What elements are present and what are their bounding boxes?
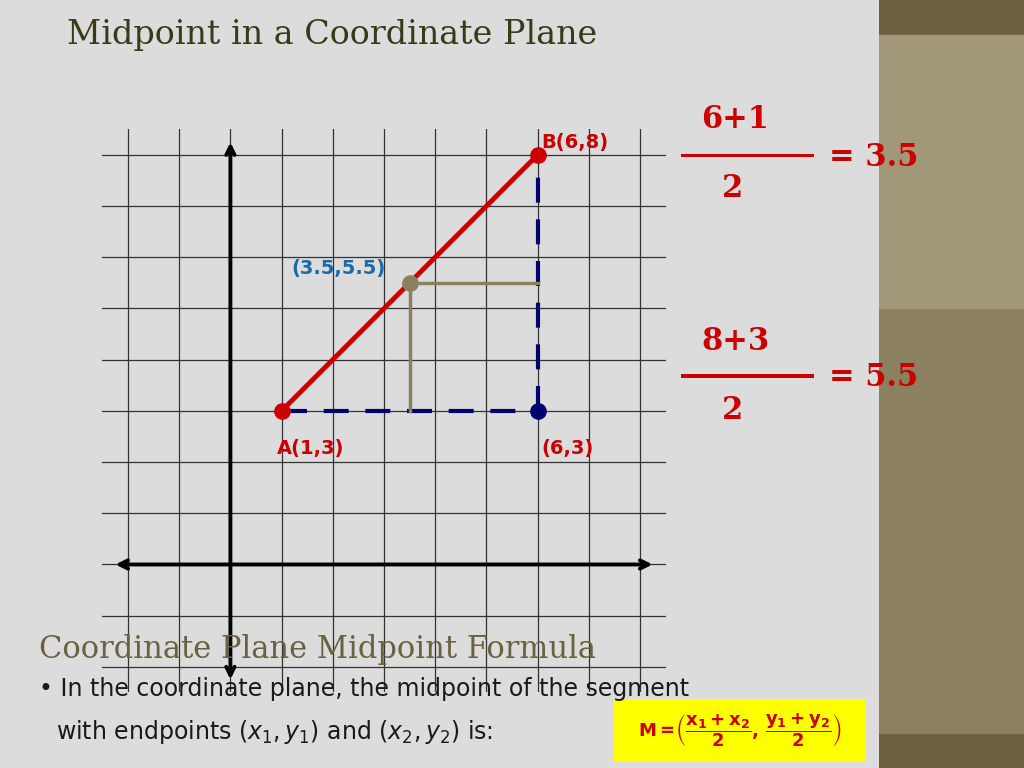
Text: 8+3: 8+3 xyxy=(701,326,770,357)
Text: with endpoints $(x_1, y_1)$ and $(x_2, y_2)$ is:: with endpoints $(x_1, y_1)$ and $(x_2, y… xyxy=(56,718,494,746)
Text: $\mathbf{M = \!\left( \dfrac{x_1 + x_2}{2},\, \dfrac{y_1 + y_2}{2} \right)}$: $\mathbf{M = \!\left( \dfrac{x_1 + x_2}{… xyxy=(638,711,842,750)
Text: B(6,8): B(6,8) xyxy=(542,134,609,152)
Text: = 3.5: = 3.5 xyxy=(829,142,919,173)
Text: Coordinate Plane Midpoint Formula: Coordinate Plane Midpoint Formula xyxy=(39,634,596,664)
Text: Midpoint in a Coordinate Plane: Midpoint in a Coordinate Plane xyxy=(67,19,597,51)
Text: A(1,3): A(1,3) xyxy=(276,439,344,458)
Text: = 5.5: = 5.5 xyxy=(829,362,919,393)
Text: (6,3): (6,3) xyxy=(542,439,594,458)
Text: 2: 2 xyxy=(722,173,743,204)
Text: • In the coordinate plane, the midpoint of the segment: • In the coordinate plane, the midpoint … xyxy=(39,677,689,701)
Text: (3.5,5.5): (3.5,5.5) xyxy=(292,259,386,278)
Text: 6+1: 6+1 xyxy=(701,104,769,134)
Bar xyxy=(879,308,1024,733)
Bar xyxy=(879,35,1024,308)
Text: 2: 2 xyxy=(722,395,743,425)
